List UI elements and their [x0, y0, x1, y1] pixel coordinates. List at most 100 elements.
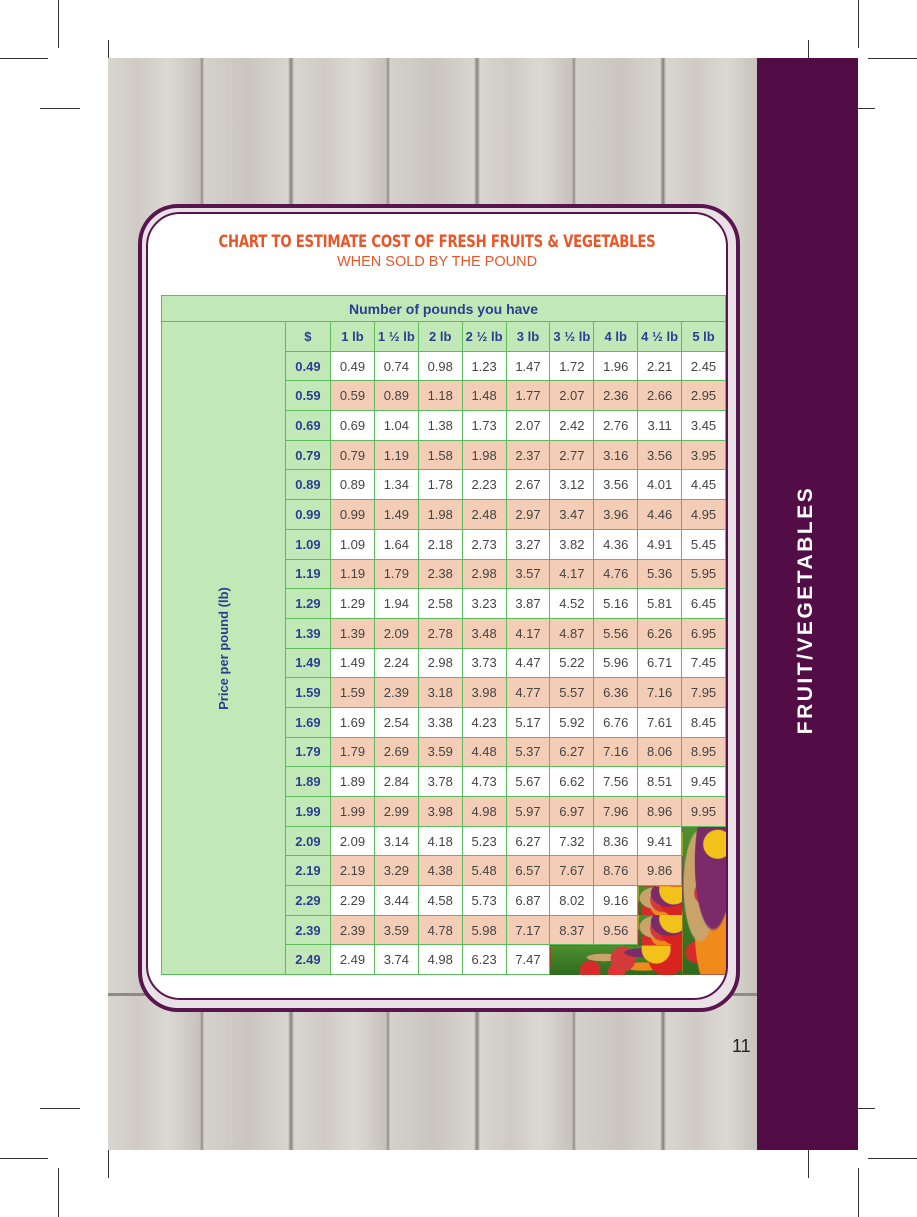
table-row: 1.99 1.99 2.99 3.98 4.98 5.97 6.97 7.96 8.96 9.95 [162, 796, 726, 827]
cost-cell: 5.36 [637, 558, 683, 590]
cost-cell: 2.39 [330, 914, 375, 946]
cost-cell: 7.56 [593, 766, 639, 797]
cost-cell: 4.73 [461, 766, 507, 797]
cost-cell: 6.95 [681, 617, 726, 649]
price-cell: 2.49 [284, 944, 332, 976]
cost-cell: 8.37 [549, 914, 595, 946]
cost-cell: 4.52 [549, 588, 595, 619]
cost-cell: 2.18 [417, 528, 463, 560]
cost-cell: 1.59 [330, 677, 375, 708]
cost-cell: 2.45 [681, 350, 726, 382]
price-cell: 1.19 [284, 558, 332, 590]
cost-cell: 2.37 [505, 439, 551, 471]
cost-cell: 3.59 [373, 914, 419, 946]
cost-cell: 1.29 [330, 588, 375, 619]
table-row: 1.89 1.89 2.84 3.78 4.73 5.67 6.62 7.56 8.51 9.45 [162, 766, 726, 797]
cost-cell: 2.73 [461, 528, 507, 560]
cost-cell: 2.69 [373, 736, 419, 768]
price-chart-card: CHART TO ESTIMATE COST OF FRESH FRUITS &… [146, 212, 728, 1000]
cost-cell: 4.87 [549, 617, 595, 649]
table-row: 1.79 1.79 2.69 3.59 4.48 5.37 6.27 7.16 8.06 8.95 [162, 736, 726, 768]
cost-cell: 1.09 [330, 528, 375, 560]
cost-cell: 7.45 [681, 647, 726, 679]
cost-cell: 1.49 [330, 647, 375, 679]
section-band [757, 58, 858, 1150]
cost-cell: 3.74 [373, 944, 419, 976]
cost-cell: 2.07 [505, 410, 551, 441]
cost-cell: 3.12 [549, 469, 595, 501]
cost-cell: 5.73 [461, 885, 507, 916]
cost-cell: 5.45 [681, 528, 726, 560]
cost-cell: 5.67 [505, 766, 551, 797]
cost-cell: 9.86 [637, 855, 683, 887]
crop-mark [40, 1108, 80, 1109]
table-row: 0.99 0.99 1.49 1.98 2.48 2.97 3.47 3.96 4.46 4.95 [162, 499, 726, 530]
cost-cell: 1.48 [461, 380, 507, 412]
cost-cell: 1.23 [461, 350, 507, 382]
cost-cell: 1.98 [461, 439, 507, 471]
cost-cell: 3.44 [373, 885, 419, 916]
cost-cell: 2.98 [461, 558, 507, 590]
cost-cell: 3.82 [549, 528, 595, 560]
cost-cell: 3.16 [593, 439, 639, 471]
price-cell: 1.89 [284, 766, 332, 797]
cost-cell: 9.56 [593, 914, 639, 946]
cost-cell: 6.23 [461, 944, 507, 976]
table-row: 1.29 1.29 1.94 2.58 3.23 3.87 4.52 5.16 5.81 6.45 [162, 588, 726, 619]
cost-cell: 5.56 [593, 617, 639, 649]
cost-cell: 4.46 [637, 499, 683, 530]
table-row: 1.39 1.39 2.09 2.78 3.48 4.17 4.87 5.56 6.26 6.95 [162, 617, 726, 649]
column-header: 1 ½ lb [373, 321, 419, 352]
cost-cell: 1.89 [330, 766, 375, 797]
cost-cell: 0.98 [417, 350, 463, 382]
cost-cell: 2.76 [593, 410, 639, 441]
price-cell: 2.09 [284, 825, 332, 857]
cost-cell: 0.99 [330, 499, 375, 530]
cost-cell: 3.18 [417, 677, 463, 708]
cost-cell: 1.96 [593, 350, 639, 382]
cost-cell: 3.45 [681, 410, 726, 441]
cost-cell: 1.19 [373, 439, 419, 471]
cost-cell: 2.09 [373, 617, 419, 649]
price-cell: 0.69 [284, 410, 332, 441]
cost-cell: 6.45 [681, 588, 726, 619]
price-cell: 0.49 [284, 350, 332, 382]
cost-cell: 1.77 [505, 380, 551, 412]
column-header: $ [284, 321, 332, 352]
price-cell: 1.49 [284, 647, 332, 679]
cost-cell: 3.59 [417, 736, 463, 768]
cost-cell: 3.98 [417, 796, 463, 827]
cost-cell: 3.95 [681, 439, 726, 471]
cost-cell: 4.77 [505, 677, 551, 708]
cost-cell: 3.56 [637, 439, 683, 471]
chart-subtitle: WHEN SOLD BY THE POUND [336, 254, 538, 270]
cost-cell: 8.36 [593, 825, 639, 857]
cost-cell: 1.78 [417, 469, 463, 501]
cost-cell: 8.02 [549, 885, 595, 916]
cost-cell: 2.48 [461, 499, 507, 530]
cost-cell: 3.14 [373, 825, 419, 857]
price-cell: 1.69 [284, 706, 332, 738]
column-header: 4 lb [593, 321, 639, 352]
cost-cell: 2.23 [461, 469, 507, 501]
cost-cell: 5.17 [505, 706, 551, 738]
table-row: 1.09 1.09 1.64 2.18 2.73 3.27 3.82 4.36 4.91 5.45 [162, 528, 726, 560]
cost-cell: 1.64 [373, 528, 419, 560]
cost-cell: 7.61 [637, 706, 683, 738]
table-row: 1.69 1.69 2.54 3.38 4.23 5.17 5.92 6.76 7.61 8.45 [162, 706, 726, 738]
cost-cell: 8.95 [681, 736, 726, 768]
cost-cell: 6.97 [549, 796, 595, 827]
cost-cell: 0.74 [373, 350, 419, 382]
cost-cell: 7.95 [681, 677, 726, 708]
cost-cell: 2.95 [681, 380, 726, 412]
cost-cell: 8.76 [593, 855, 639, 887]
price-cell: 1.59 [284, 677, 332, 708]
cost-cell: 9.16 [593, 885, 639, 916]
column-header: 3 ½ lb [549, 321, 595, 352]
cost-cell: 1.38 [417, 410, 463, 441]
cost-cell: 6.62 [549, 766, 595, 797]
cost-cell: 4.47 [505, 647, 551, 679]
cost-cell: 6.27 [505, 825, 551, 857]
cost-cell: 3.73 [461, 647, 507, 679]
cost-cell: 2.21 [637, 350, 683, 382]
